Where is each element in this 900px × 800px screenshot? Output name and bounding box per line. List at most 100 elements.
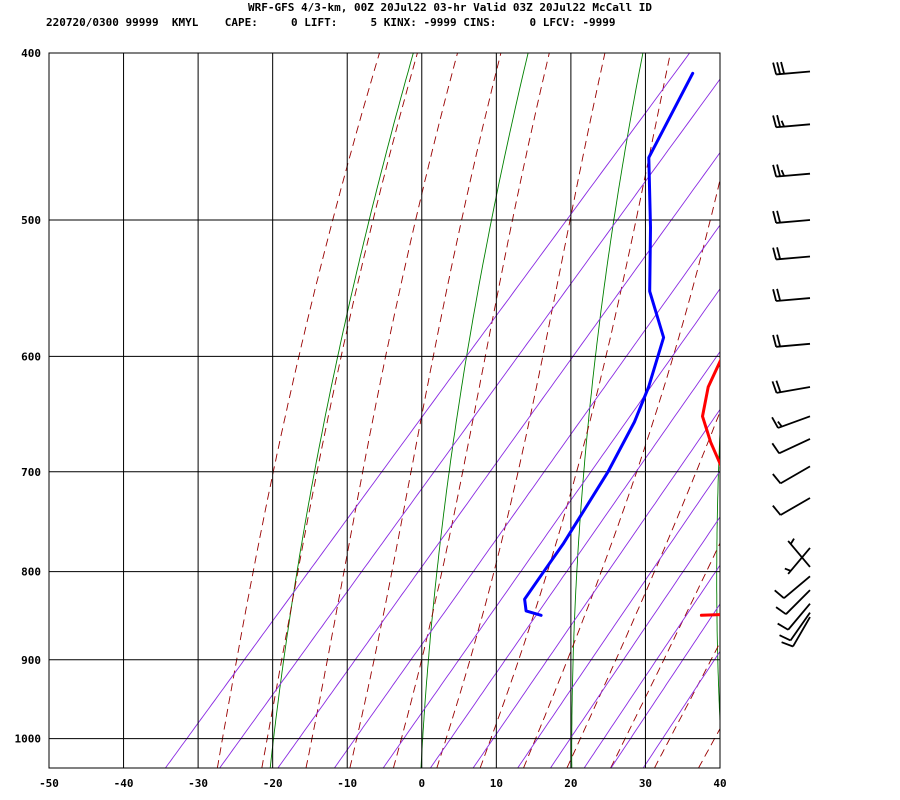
moist-adiabat-line bbox=[566, 410, 720, 768]
dry-adiabat-line bbox=[269, 53, 414, 768]
dry-adiabat-line bbox=[420, 53, 529, 768]
barb-feather bbox=[772, 164, 778, 177]
x-tick-label: -20 bbox=[263, 777, 283, 790]
tick-labels: -50 -40 -30 -20 -10 0 10 20 30 40 400 500 600 700 800 9… bbox=[15, 47, 727, 790]
barb-staff bbox=[783, 575, 811, 599]
wind-barb bbox=[784, 547, 811, 575]
dry-adiabat-line bbox=[716, 422, 720, 731]
wind-barb bbox=[772, 288, 811, 302]
wind-barb bbox=[777, 603, 811, 631]
barb-staff bbox=[776, 342, 811, 348]
wind-barb bbox=[771, 415, 811, 429]
moist-adiabat-line bbox=[479, 53, 671, 768]
moist-adiabat-line bbox=[349, 53, 502, 768]
mixing-ratio-line bbox=[334, 224, 720, 768]
wind-barb bbox=[771, 380, 811, 394]
barb-feather bbox=[775, 606, 787, 615]
barb-feather bbox=[779, 634, 791, 642]
wind-barb bbox=[772, 164, 811, 178]
barb-feather bbox=[776, 114, 781, 128]
barb-feather bbox=[776, 334, 781, 347]
background-lines bbox=[165, 53, 874, 768]
x-tick-label: 30 bbox=[639, 777, 652, 790]
moist-adiabat-line bbox=[216, 53, 380, 768]
barb-feather bbox=[784, 567, 792, 572]
wind-barbs bbox=[771, 61, 811, 648]
barb-feather bbox=[776, 247, 781, 260]
barb-feather bbox=[772, 62, 778, 75]
mixing-ratio-line bbox=[610, 603, 720, 768]
moist-adiabat-line bbox=[305, 53, 458, 768]
barb-staff bbox=[777, 415, 811, 429]
x-tick-label: -40 bbox=[114, 777, 134, 790]
pressure-tick-label: 700 bbox=[21, 466, 41, 479]
pressure-tick-label: 500 bbox=[21, 214, 41, 227]
barb-staff bbox=[776, 172, 811, 178]
barb-feather bbox=[771, 381, 778, 394]
barb-feather bbox=[777, 622, 789, 631]
wind-barb bbox=[772, 497, 811, 516]
wind-barb bbox=[772, 247, 811, 261]
wind-barb bbox=[781, 616, 811, 648]
wind-barb bbox=[772, 334, 811, 348]
wind-barb bbox=[775, 589, 811, 615]
x-tick-label: -50 bbox=[39, 777, 59, 790]
barb-feather bbox=[776, 62, 781, 75]
barb-staff bbox=[776, 123, 811, 129]
x-tick-label: -10 bbox=[337, 777, 357, 790]
barb-staff bbox=[787, 540, 811, 568]
barb-feather bbox=[781, 641, 794, 648]
mixing-ratio-line bbox=[219, 78, 720, 768]
x-tick-label: 40 bbox=[713, 777, 726, 790]
barb-feather bbox=[789, 538, 795, 545]
wind-barb bbox=[774, 575, 811, 599]
barb-staff bbox=[780, 497, 811, 516]
barb-feather bbox=[780, 120, 785, 127]
x-tick-label: 20 bbox=[564, 777, 577, 790]
barb-feather bbox=[774, 589, 785, 599]
barb-feather bbox=[772, 115, 778, 128]
barb-staff bbox=[780, 465, 811, 485]
mixing-ratio-line bbox=[517, 470, 720, 768]
mixing-ratio-line bbox=[382, 288, 720, 768]
station-line: 220720/0300 99999 KMYL CAPE: 0 LIFT: 5 K… bbox=[46, 16, 616, 29]
pressure-tick-label: 600 bbox=[21, 350, 41, 363]
barb-feather bbox=[772, 334, 778, 348]
barb-staff bbox=[776, 386, 811, 394]
barb-feather bbox=[772, 247, 778, 260]
mixing-ratio-line bbox=[642, 650, 720, 768]
mixing-ratio-line bbox=[472, 408, 720, 768]
barb-feather bbox=[776, 164, 781, 177]
barb-feather bbox=[772, 210, 778, 224]
barb-feather bbox=[772, 289, 778, 302]
wind-barb bbox=[787, 538, 811, 568]
barb-feather bbox=[776, 288, 781, 301]
dewpoint-trace bbox=[523, 71, 695, 617]
barb-staff bbox=[789, 612, 811, 641]
barb-staff bbox=[785, 589, 811, 615]
pressure-tick-label: 400 bbox=[21, 47, 41, 60]
moist-adiabat-line bbox=[610, 542, 720, 768]
barb-staff bbox=[787, 603, 811, 631]
barb-feather bbox=[780, 169, 785, 177]
mixing-ratio-line bbox=[165, 53, 690, 768]
barb-staff bbox=[778, 438, 811, 455]
barb-feather bbox=[771, 442, 780, 454]
barb-feather bbox=[772, 505, 782, 516]
moist-adiabat-line bbox=[698, 727, 720, 768]
pressure-tick-label: 900 bbox=[21, 654, 41, 667]
x-tick-label: 10 bbox=[490, 777, 503, 790]
dry-adiabat-line bbox=[853, 53, 874, 768]
wind-barb bbox=[772, 61, 811, 76]
mixing-ratio-line bbox=[430, 350, 720, 768]
barb-feather bbox=[772, 473, 782, 484]
barb-staff bbox=[787, 547, 811, 575]
barb-staff bbox=[776, 70, 811, 76]
wind-barb bbox=[771, 438, 811, 455]
wind-barb bbox=[772, 114, 811, 129]
traces bbox=[523, 71, 720, 617]
barb-feather bbox=[780, 61, 785, 74]
mixing-ratio-line bbox=[277, 151, 720, 768]
pressure-tick-label: 800 bbox=[21, 566, 41, 579]
